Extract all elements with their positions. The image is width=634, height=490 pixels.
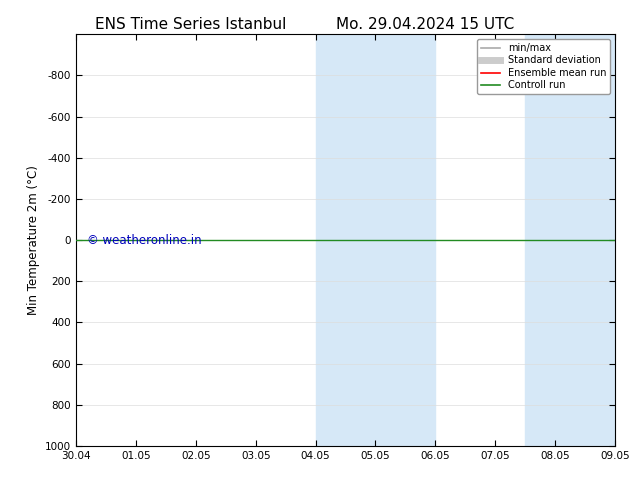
Text: ENS Time Series Istanbul: ENS Time Series Istanbul <box>94 17 286 32</box>
Text: © weatheronline.in: © weatheronline.in <box>87 234 202 246</box>
Legend: min/max, Standard deviation, Ensemble mean run, Controll run: min/max, Standard deviation, Ensemble me… <box>477 39 610 94</box>
Text: Mo. 29.04.2024 15 UTC: Mo. 29.04.2024 15 UTC <box>335 17 514 32</box>
Y-axis label: Min Temperature 2m (°C): Min Temperature 2m (°C) <box>27 165 39 315</box>
Bar <box>346 34 436 446</box>
Bar <box>316 34 346 446</box>
Bar <box>525 34 615 446</box>
